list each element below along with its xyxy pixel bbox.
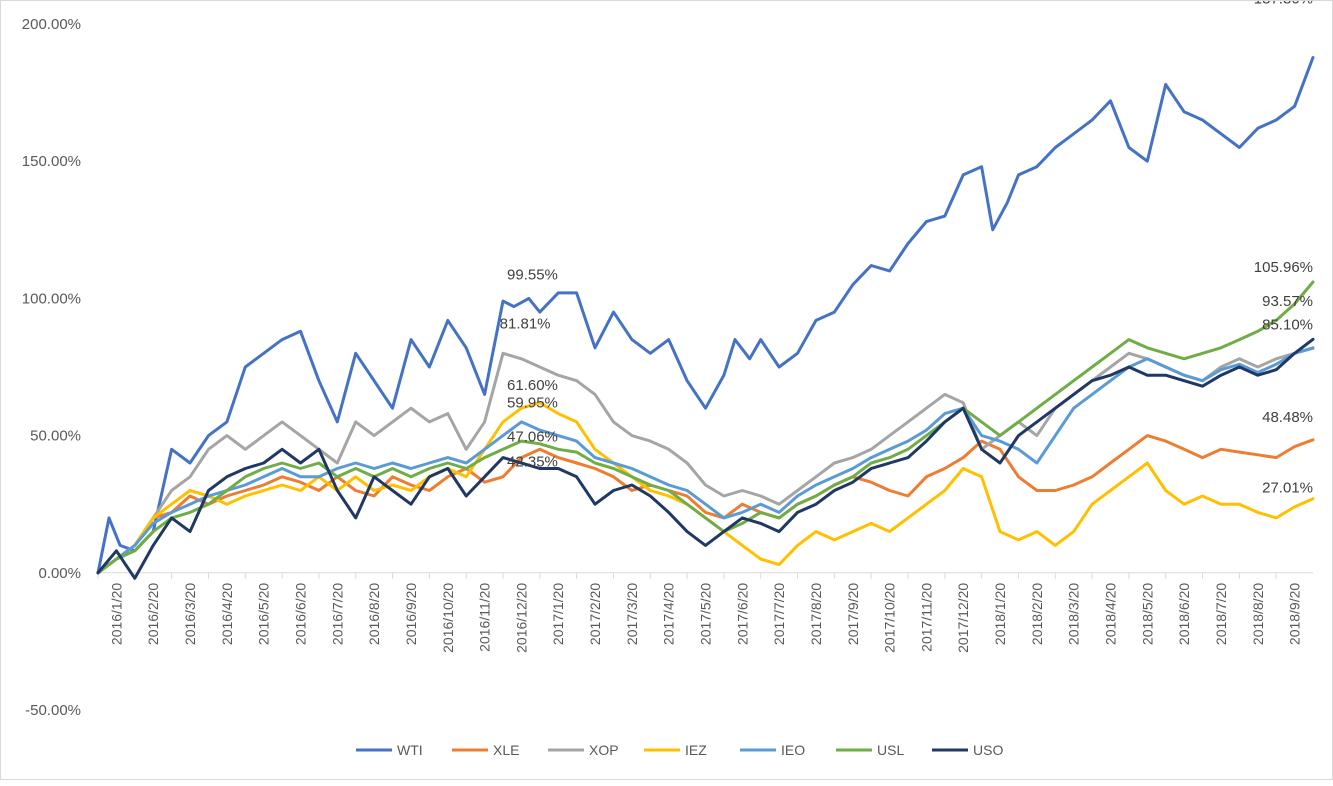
data-label: 85.10% bbox=[1262, 316, 1313, 333]
data-label: 81.81% bbox=[500, 315, 551, 332]
data-label: 93.57% bbox=[1262, 293, 1313, 310]
series-line-wti bbox=[96, 56, 1315, 575]
y-axis: 200.00% 150.00% 100.00% 50.00% 0.00% -50.00% bbox=[22, 16, 81, 719]
x-tick-label: 2017/7/20 bbox=[771, 583, 787, 645]
series-line-xle bbox=[96, 434, 1315, 575]
x-tick-label: 2017/8/20 bbox=[808, 583, 824, 645]
x-tick-label: 2016/5/20 bbox=[256, 583, 272, 645]
x-tick-label: 2016/7/20 bbox=[329, 583, 345, 645]
data-label: 61.60% bbox=[507, 377, 558, 394]
x-tick-label: 2017/4/20 bbox=[661, 583, 677, 645]
x-tick-label: 2016/9/20 bbox=[403, 583, 419, 645]
data-label: 187.80% bbox=[1254, 1, 1313, 7]
x-tick-label: 2017/9/20 bbox=[845, 583, 861, 645]
x-tick-label: 2018/3/20 bbox=[1066, 583, 1082, 645]
x-tick-label: 2016/3/20 bbox=[182, 583, 198, 645]
x-tick-label: 2018/5/20 bbox=[1139, 583, 1155, 645]
x-tick-label: 2016/2/20 bbox=[145, 583, 161, 645]
x-tick-label: 2017/12/20 bbox=[955, 583, 971, 653]
x-tick-label: 2018/6/20 bbox=[1176, 583, 1192, 645]
x-tick-label: 2016/1/20 bbox=[108, 583, 124, 645]
data-label: 27.01% bbox=[1262, 480, 1313, 497]
data-label: 105.96% bbox=[1254, 259, 1313, 276]
x-tick-label: 2016/10/20 bbox=[440, 583, 456, 653]
x-tick-label: 2017/2/20 bbox=[587, 583, 603, 645]
x-tick-label: 2018/4/20 bbox=[1103, 583, 1119, 645]
data-label: 47.06% bbox=[507, 429, 558, 446]
y-tick-label: -50.00% bbox=[25, 702, 81, 719]
series-line-ieo bbox=[96, 346, 1315, 575]
x-axis: 2016/1/20 2016/2/20 2016/3/20 2016/4/20 2016… bbox=[97, 572, 1303, 653]
legend-label-xle: XLE bbox=[493, 742, 519, 758]
legend[interactable]: WTI XLE XOP IEZ IEO USL USO bbox=[356, 742, 1003, 758]
x-tick-label: 2017/3/20 bbox=[624, 583, 640, 645]
data-labels: 187.80% 99.55% 81.81% 105.96% 93.57% 85.10% 61… bbox=[500, 0, 1313, 497]
x-tick-label: 2017/1/20 bbox=[550, 583, 566, 645]
x-tick-label: 2018/7/20 bbox=[1213, 583, 1229, 645]
legend-label-iez: IEZ bbox=[685, 742, 707, 758]
x-tick-label: 2018/2/20 bbox=[1029, 583, 1045, 645]
x-tick-label: 2016/12/20 bbox=[513, 583, 529, 653]
series-line-iez bbox=[96, 401, 1315, 575]
y-tick-label: 50.00% bbox=[30, 428, 81, 445]
x-tick-label: 2017/10/20 bbox=[882, 583, 898, 653]
series-line-usl bbox=[96, 280, 1315, 575]
y-tick-label: 200.00% bbox=[22, 16, 81, 33]
legend-label-usl: USL bbox=[877, 742, 904, 758]
legend-label-wti: WTI bbox=[397, 742, 423, 758]
legend-label-xop: XOP bbox=[589, 742, 619, 758]
x-tick-label: 2016/6/20 bbox=[293, 583, 309, 645]
x-tick-label: 2018/9/20 bbox=[1287, 583, 1303, 645]
data-label: 42.35% bbox=[507, 454, 558, 471]
x-tick-label: 2018/1/20 bbox=[992, 583, 1008, 645]
series-lines bbox=[96, 56, 1315, 580]
legend-label-uso: USO bbox=[973, 742, 1003, 758]
data-label: 48.48% bbox=[1262, 409, 1313, 426]
x-tick-label: 2018/8/20 bbox=[1250, 583, 1266, 645]
x-tick-label: 2016/11/20 bbox=[477, 583, 493, 652]
series-line-xop bbox=[96, 346, 1315, 575]
x-tick-label: 2017/6/20 bbox=[734, 583, 750, 645]
x-tick-label: 2017/5/20 bbox=[698, 583, 714, 645]
y-tick-label: 100.00% bbox=[22, 290, 81, 307]
x-tick-label: 2017/11/20 bbox=[918, 583, 934, 652]
x-tick-label: 2016/4/20 bbox=[219, 583, 235, 645]
data-label: 99.55% bbox=[507, 267, 558, 284]
x-tick-label: 2016/8/20 bbox=[366, 583, 382, 645]
y-tick-label: 150.00% bbox=[22, 153, 81, 170]
y-tick-label: 0.00% bbox=[38, 565, 81, 582]
series-line-uso bbox=[96, 337, 1315, 580]
legend-label-ieo: IEO bbox=[781, 742, 805, 758]
data-label: 59.95% bbox=[507, 394, 558, 411]
